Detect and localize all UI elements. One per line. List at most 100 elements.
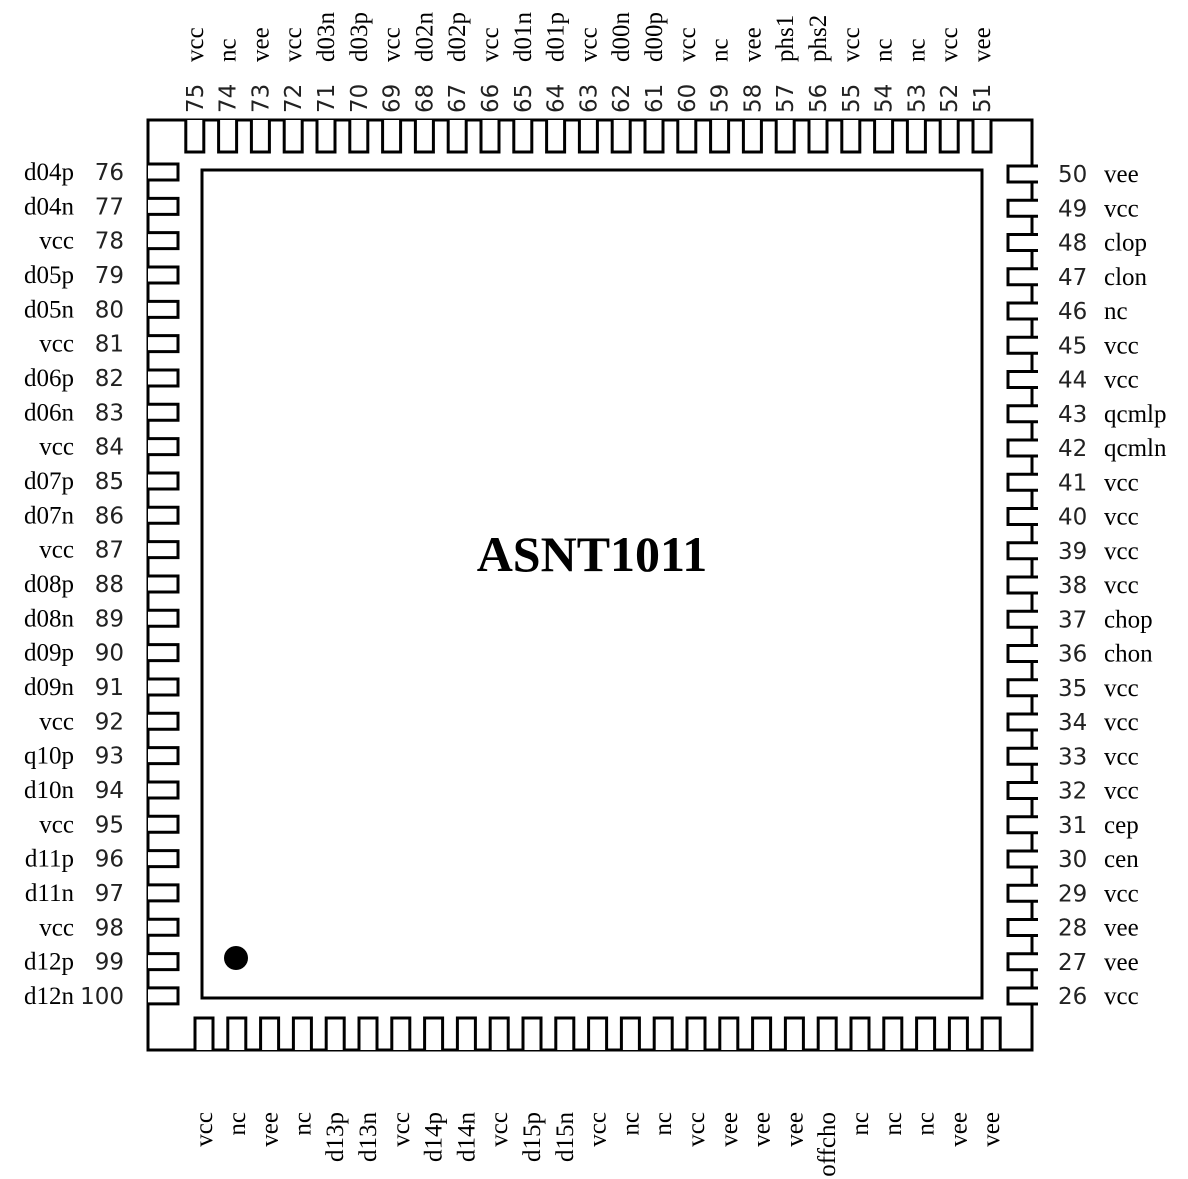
pin-name-1: vcc	[191, 1112, 218, 1147]
pin-pad-11	[521, 1016, 543, 1050]
pin-number-94: 94	[95, 778, 124, 804]
pin-number-76: 76	[95, 160, 124, 186]
pin-pad-85	[148, 471, 180, 491]
package-outline	[146, 118, 1034, 1052]
pin-name-86: d07n	[24, 502, 75, 529]
pin-pad-47	[1006, 267, 1038, 287]
pin-number-84: 84	[95, 435, 124, 461]
pin-number-95: 95	[95, 812, 124, 838]
pin-number-70: 70	[347, 84, 373, 113]
pin-pad-16	[685, 1016, 707, 1050]
pin-pad-73	[249, 120, 271, 154]
pin-pad-35	[1006, 678, 1038, 698]
pin-name-78: vcc	[39, 228, 74, 255]
pin-name-66: vcc	[477, 27, 504, 62]
pin-name-5: d13p	[322, 1112, 349, 1162]
pin-name-46: nc	[1104, 298, 1128, 325]
pin-pad-83	[148, 402, 180, 422]
pin-pad-99	[148, 952, 180, 972]
pin-number-41: 41	[1058, 470, 1087, 496]
pin-number-46: 46	[1058, 299, 1087, 325]
pin-pad-58	[741, 120, 763, 154]
pin-name-2: nc	[224, 1112, 251, 1136]
pin-pad-2	[226, 1016, 248, 1050]
pin-name-19: vee	[781, 1112, 808, 1147]
pin-number-38: 38	[1058, 573, 1087, 599]
pin-name-34: vcc	[1104, 709, 1139, 736]
pin-name-84: vcc	[39, 434, 74, 461]
pin-number-86: 86	[95, 503, 124, 529]
pin-name-75: vcc	[182, 27, 209, 62]
pin-number-64: 64	[544, 84, 570, 113]
pin-pad-87	[148, 540, 180, 560]
pin-name-68: d02n	[411, 12, 438, 63]
pin-pad-80	[148, 299, 180, 319]
pin-number-50: 50	[1058, 162, 1087, 188]
pin-pad-22	[882, 1016, 904, 1050]
pin-number-99: 99	[95, 950, 124, 976]
pin-name-27: vee	[1104, 949, 1139, 976]
pin-number-97: 97	[95, 881, 124, 907]
pin-pad-84	[148, 437, 180, 457]
pin-number-30: 30	[1058, 847, 1087, 873]
pin-number-85: 85	[95, 469, 124, 495]
pin-name-89: d08n	[24, 605, 75, 632]
pin-number-39: 39	[1058, 539, 1087, 565]
pin-pad-64	[545, 120, 567, 154]
pin-pad-5	[324, 1016, 346, 1050]
pin-number-49: 49	[1058, 196, 1087, 222]
pin-name-18: vee	[749, 1112, 776, 1147]
pin-pad-8	[423, 1016, 445, 1050]
pin-name-36: chon	[1104, 641, 1153, 668]
pin-pad-4	[291, 1016, 313, 1050]
pin-number-78: 78	[95, 229, 124, 255]
pin-name-30: cen	[1104, 846, 1139, 873]
pin-number-80: 80	[95, 297, 124, 323]
pin-pad-77	[148, 196, 180, 216]
pin-name-33: vcc	[1104, 743, 1139, 770]
pin-pad-56	[807, 120, 829, 154]
pin-pad-13	[587, 1016, 609, 1050]
pin-pad-6	[357, 1016, 379, 1050]
pin-number-54: 54	[872, 84, 898, 113]
pin-pad-19	[783, 1016, 805, 1050]
pin-name-23: nc	[913, 1112, 940, 1136]
pin-pad-48	[1006, 233, 1038, 252]
pin-pad-54	[873, 120, 895, 154]
pin-number-45: 45	[1058, 333, 1087, 359]
pin-name-47: clon	[1104, 264, 1148, 291]
pin-name-93: q10p	[24, 743, 74, 770]
pin-number-58: 58	[740, 84, 766, 113]
pin-pad-76	[148, 162, 180, 182]
pin-name-62: d00n	[608, 12, 635, 63]
pin-name-59: nc	[707, 38, 734, 62]
pin-name-99: d12p	[24, 949, 74, 976]
pin-pad-63	[577, 120, 599, 154]
pin-pad-17	[718, 1016, 740, 1050]
pin-pad-71	[315, 120, 337, 154]
pin-pad-18	[751, 1016, 773, 1050]
pin-name-64: d01p	[543, 12, 570, 62]
pin-number-61: 61	[642, 84, 668, 113]
pin-name-71: d03n	[313, 12, 340, 63]
pin-name-11: d15p	[519, 1112, 546, 1162]
pin-name-79: d05p	[24, 262, 74, 289]
pin-name-87: vcc	[39, 537, 74, 564]
pin-number-51: 51	[970, 84, 996, 113]
pin-number-92: 92	[95, 709, 124, 735]
pin-pad-38	[1006, 575, 1038, 595]
pin-pad-40	[1006, 507, 1038, 526]
pin-number-91: 91	[95, 675, 124, 701]
pin-pad-66	[479, 120, 501, 154]
pin-name-38: vcc	[1104, 572, 1139, 599]
pin-name-15: nc	[650, 1112, 677, 1136]
pin-number-40: 40	[1058, 505, 1087, 531]
pin-name-90: d09p	[24, 640, 74, 667]
pin-number-93: 93	[95, 744, 124, 770]
pin-number-79: 79	[95, 263, 124, 289]
pin-pad-62	[610, 120, 632, 154]
pin-name-45: vcc	[1104, 332, 1139, 359]
pin-pad-32	[1006, 781, 1038, 800]
pin-pad-24	[947, 1016, 969, 1050]
pin-number-62: 62	[609, 84, 635, 113]
